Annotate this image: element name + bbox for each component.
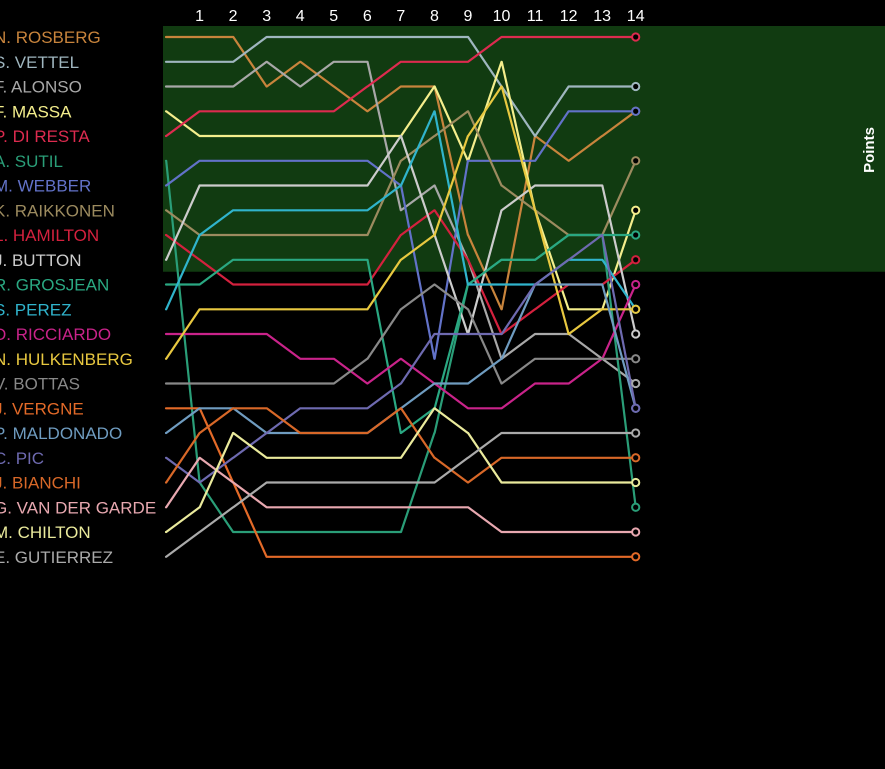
lap-label: 12: [560, 8, 578, 25]
series-end-marker: [631, 477, 641, 488]
lap-label: 9: [463, 8, 472, 25]
driver-label: S. VETTEL: [0, 53, 79, 72]
series-line: [164, 209, 637, 336]
lap-label: 6: [363, 8, 372, 25]
lap-label: 14: [627, 8, 645, 25]
series-line: [164, 456, 637, 534]
series-end-marker: [631, 502, 641, 512]
driver-label: C. PIC: [0, 449, 44, 468]
series-end-marker: [631, 552, 641, 562]
series-end-marker: [631, 156, 641, 166]
lap-label: 4: [296, 8, 305, 25]
series-end-marker: [631, 428, 641, 438]
driver-legend: N. ROSBERG S. VETTEL F. ALONSO F. MASSA P. D…: [0, 28, 156, 567]
series-line: [164, 233, 637, 484]
driver-label: G. VAN DER GARDE: [0, 498, 156, 517]
series-end-marker: [631, 354, 641, 364]
series-end-marker: [631, 279, 641, 290]
driver-label: V. BOTTAS: [0, 375, 80, 394]
driver-label: F. MASSA: [0, 102, 72, 121]
series-line: [164, 283, 637, 385]
driver-label: M. WEBBER: [0, 177, 91, 196]
lap-label: 1: [195, 8, 204, 25]
series-end-marker: [631, 378, 641, 389]
series-end-marker: [631, 230, 641, 240]
series-line: [164, 407, 637, 484]
series-line: [164, 233, 637, 435]
series-end-marker: [631, 304, 641, 314]
series-end-marker: [631, 106, 641, 116]
driver-label: A. SUTIL: [0, 152, 63, 171]
series-line: [164, 407, 637, 534]
series-line: [164, 110, 637, 237]
end-markers: [631, 32, 641, 562]
points-zone-label: Points: [861, 127, 878, 173]
driver-label: K. RAIKKONEN: [0, 201, 115, 220]
series-line: [164, 431, 637, 558]
lap-label: 5: [329, 8, 338, 25]
driver-label: E. GUTIERREZ: [0, 548, 113, 567]
series-lines: [164, 35, 637, 558]
lap-label: 11: [527, 8, 544, 25]
driver-label: M. CHILTON: [0, 523, 91, 542]
points-zone: [163, 26, 885, 272]
driver-label: D. RICCIARDO: [0, 325, 111, 344]
series-line: [164, 60, 637, 311]
driver-label: N. ROSBERG: [0, 28, 101, 47]
driver-label: J. VERGNE: [0, 399, 84, 418]
series-end-marker: [631, 403, 641, 413]
lap-label: 7: [396, 8, 405, 25]
lap-axis: 1 2 3 4 5 6 7 8 9 10 11 12 13 14: [195, 8, 645, 25]
driver-label: F. ALONSO: [0, 78, 82, 97]
driver-label: R. GROSJEAN: [0, 276, 109, 295]
series-line: [164, 283, 637, 410]
series-end-marker: [631, 527, 641, 537]
series-line: [164, 85, 637, 360]
driver-label: P. DI RESTA: [0, 127, 90, 146]
lap-label: 8: [430, 8, 439, 25]
driver-label: L. HAMILTON: [0, 226, 99, 245]
driver-label: N. HULKENBERG: [0, 350, 133, 369]
series-end-marker: [631, 255, 641, 265]
series-end-marker: [631, 32, 641, 42]
lap-label: 10: [493, 8, 511, 25]
series-line: [164, 35, 637, 138]
driver-label: P. MALDONADO: [0, 424, 122, 443]
series-line: [164, 35, 637, 138]
series-end-marker: [631, 453, 641, 463]
series-line: [164, 35, 637, 311]
driver-label: J. BIANCHI: [0, 474, 81, 493]
lap-label: 2: [229, 8, 238, 25]
series-end-marker: [631, 329, 641, 339]
series-line: [164, 134, 637, 336]
lap-label: 13: [593, 8, 611, 25]
lap-label: 3: [262, 8, 271, 25]
series-end-marker: [631, 205, 641, 215]
driver-label: J. BUTTON: [0, 251, 82, 270]
series-end-marker: [631, 81, 641, 92]
driver-label: S. PEREZ: [0, 300, 71, 319]
